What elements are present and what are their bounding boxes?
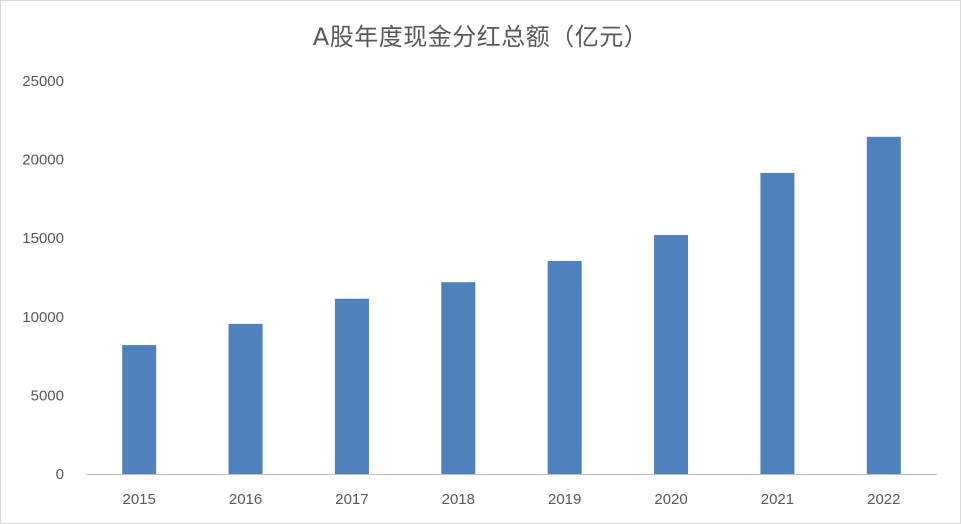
bar-2019 xyxy=(547,260,582,474)
y-axis: 0 5000 10000 15000 20000 25000 xyxy=(22,73,64,483)
bar-2020 xyxy=(654,235,689,474)
x-tick-label: 2019 xyxy=(548,491,581,508)
x-tick-label: 2022 xyxy=(867,491,900,508)
y-tick-label: 25000 xyxy=(22,73,64,90)
bar-2021 xyxy=(760,172,795,474)
y-tick-label: 20000 xyxy=(22,152,64,169)
bar-2022 xyxy=(866,136,901,474)
x-axis: 2015 2016 2017 2018 2019 2020 2021 2022 xyxy=(123,491,901,508)
y-tick-label: 0 xyxy=(56,466,64,483)
bar-2018 xyxy=(441,282,476,474)
y-tick-label: 10000 xyxy=(22,309,64,326)
bar-2017 xyxy=(334,298,369,474)
bar-series xyxy=(122,136,901,474)
x-tick-label: 2016 xyxy=(229,491,262,508)
y-tick-label: 5000 xyxy=(31,387,64,404)
chart-title: A股年度现金分红总额（亿元） xyxy=(312,23,649,51)
x-tick-label: 2020 xyxy=(654,491,687,508)
x-tick-label: 2018 xyxy=(442,491,475,508)
bar-2016 xyxy=(228,323,263,474)
y-tick-label: 15000 xyxy=(22,230,64,247)
bar-2015 xyxy=(122,345,157,474)
x-tick-label: 2015 xyxy=(123,491,156,508)
x-tick-label: 2021 xyxy=(761,491,794,508)
x-tick-label: 2017 xyxy=(335,491,368,508)
